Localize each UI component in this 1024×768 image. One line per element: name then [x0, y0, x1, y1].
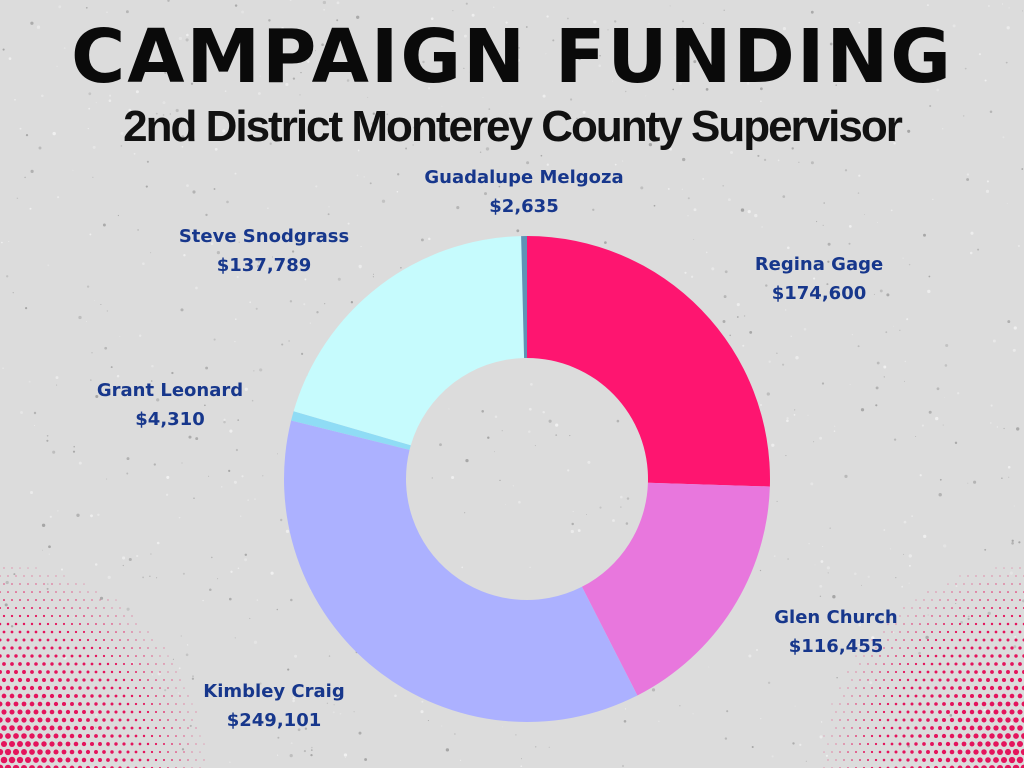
- label-steve-snodgrass: Steve Snodgrass $137,789: [144, 222, 384, 280]
- donut-slice-steve-snodgrass: [293, 236, 525, 446]
- slice-name: Glen Church: [774, 607, 898, 628]
- slice-amount: $2,635: [489, 196, 559, 217]
- slice-name: Regina Gage: [754, 254, 884, 275]
- slice-name: Steve Snodgrass: [178, 226, 350, 247]
- halftone-dot-pattern: [0, 567, 1024, 768]
- donut-slice-glen-church: [581, 482, 770, 696]
- label-guadalupe-melgoza: Guadalupe Melgoza $2,635: [394, 163, 654, 221]
- donut-slice-guadalupe-melgoza: [521, 236, 527, 359]
- label-kimbley-craig: Kimbley Craig $249,101: [174, 677, 374, 735]
- label-grant-leonard: Grant Leonard $4,310: [70, 376, 270, 434]
- label-regina-gage: Regina Gage $174,600: [719, 250, 919, 308]
- page-subtitle: 2nd District Monterey County Supervisor: [123, 102, 903, 151]
- donut-slice-kimbley-craig: [284, 420, 638, 722]
- donut-slice-grant-leonard: [291, 411, 411, 450]
- page-title: CAMPAIGN FUNDING: [70, 14, 954, 100]
- slice-amount: $4,310: [135, 409, 205, 430]
- label-glen-church: Glen Church $116,455: [736, 603, 936, 661]
- slice-amount: $249,101: [226, 710, 322, 731]
- slice-name: Kimbley Craig: [203, 681, 345, 702]
- slice-name: Guadalupe Melgoza: [424, 167, 624, 188]
- slice-name: Grant Leonard: [96, 380, 244, 401]
- slice-amount: $174,600: [771, 283, 867, 304]
- donut-slice-regina-gage: [527, 236, 770, 487]
- slice-amount: $137,789: [216, 255, 312, 276]
- slice-amount: $116,455: [788, 636, 884, 657]
